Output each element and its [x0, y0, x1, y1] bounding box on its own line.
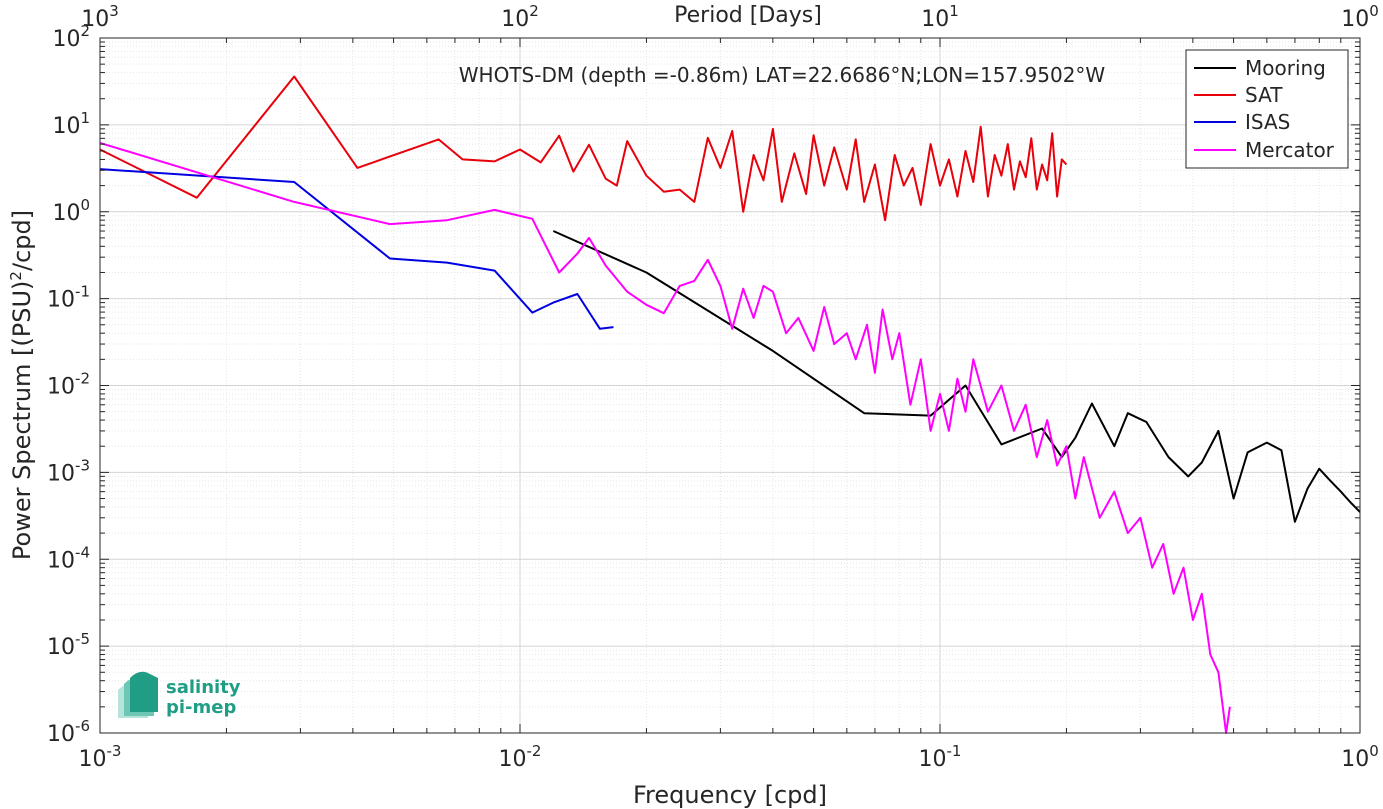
top-tick-label-exponent: 2	[529, 2, 539, 20]
x-tick-label-base: 10	[499, 747, 527, 772]
y-tick-label: 102	[52, 22, 90, 52]
legend-label-mooring: Mooring	[1245, 56, 1326, 80]
y-tick-label: 10-2	[47, 370, 90, 400]
top-tick-label: 102	[501, 2, 539, 32]
top-tick-label-exponent: 1	[949, 2, 959, 20]
x-tick-label-base: 10	[1341, 747, 1369, 772]
top-tick-label-exponent: 0	[1369, 2, 1379, 20]
x-tick-label-exponent: -2	[527, 742, 542, 760]
grid-layer	[100, 38, 1360, 733]
legend-box	[1185, 49, 1349, 169]
y-axis-label-sup: 2	[7, 271, 25, 281]
y-tick-label-base: 10	[47, 722, 75, 747]
series-line-sat	[99, 75, 1068, 222]
x-axis-label: Frequency [cpd]	[633, 781, 827, 809]
logo-line1: salinity	[166, 677, 241, 698]
y-tick-label-exponent: 1	[80, 109, 90, 127]
y-axis-label: Power Spectrum [(PSU)2/cpd]	[7, 210, 36, 560]
y-tick-label-exponent: 0	[80, 196, 90, 214]
series-line-isas	[99, 168, 614, 330]
y-tick-label: 10-5	[47, 630, 90, 660]
top-tick-label-exponent: 3	[109, 2, 119, 20]
top-tick-label-base: 10	[501, 7, 529, 32]
y-tick-label-exponent: -5	[75, 630, 90, 648]
top-tick-label-base: 10	[81, 7, 109, 32]
y-tick-label-base: 10	[47, 288, 75, 313]
x-tick-label-exponent: -1	[947, 742, 962, 760]
x-tick-label: 10-1	[919, 742, 962, 772]
y-axis-label-tail: /cpd]	[8, 210, 36, 271]
x-tick-label: 10-2	[499, 742, 542, 772]
y-tick-label-base: 10	[47, 548, 75, 573]
y-tick-label: 10-1	[47, 283, 90, 313]
logo-line2: pi-mep	[166, 697, 236, 718]
series-layer	[99, 75, 1361, 734]
top-tick-label-base: 10	[921, 7, 949, 32]
top-tick-label: 101	[921, 2, 959, 32]
top-tick-label-base: 10	[1341, 7, 1369, 32]
y-tick-label-exponent: -1	[75, 283, 90, 301]
x-tick-label: 10-3	[79, 742, 122, 772]
y-tick-label-base: 10	[52, 201, 80, 226]
y-tick-label-base: 10	[47, 635, 75, 660]
x-tick-label-base: 10	[919, 747, 947, 772]
y-tick-label: 10-4	[47, 543, 90, 573]
legend-label-mercator: Mercator	[1245, 138, 1335, 162]
y-tick-label-base: 10	[47, 461, 75, 486]
chart-title: WHOTS-DM (depth =-0.86m) LAT=22.6686°N;L…	[459, 63, 1106, 87]
y-tick-label-base: 10	[47, 375, 75, 400]
y-tick-label: 100	[52, 196, 90, 226]
legend-label-sat: SAT	[1245, 83, 1283, 107]
y-tick-label-exponent: -4	[75, 543, 90, 561]
y-axis-label-main: Power Spectrum [(PSU)	[8, 281, 36, 560]
series-line-mercator	[99, 141, 1231, 734]
x-tick-label-exponent: -3	[107, 742, 122, 760]
top-axis-label: Period [Days]	[674, 3, 822, 28]
legend-label-isas: ISAS	[1245, 110, 1290, 134]
x-tick-label-base: 10	[79, 747, 107, 772]
y-tick-label-exponent: -3	[75, 456, 90, 474]
waves-icon	[118, 671, 158, 718]
y-tick-label-base: 10	[52, 27, 80, 52]
y-tick-label: 10-3	[47, 456, 90, 486]
top-tick-label: 100	[1341, 2, 1379, 32]
y-tick-label-exponent: -2	[75, 370, 90, 388]
y-tick-label-exponent: -6	[75, 717, 90, 735]
y-tick-label-base: 10	[52, 114, 80, 139]
x-tick-label: 100	[1341, 742, 1379, 772]
salinity-pimep-logo: salinity pi-mep	[118, 671, 241, 718]
y-tick-label-exponent: 2	[80, 22, 90, 40]
y-tick-label: 10-6	[47, 717, 90, 747]
y-tick-label: 101	[52, 109, 90, 139]
legend: Mooring SAT ISAS Mercator	[1185, 49, 1349, 169]
x-tick-label-exponent: 0	[1369, 742, 1379, 760]
top-tick-label: 103	[81, 2, 119, 32]
